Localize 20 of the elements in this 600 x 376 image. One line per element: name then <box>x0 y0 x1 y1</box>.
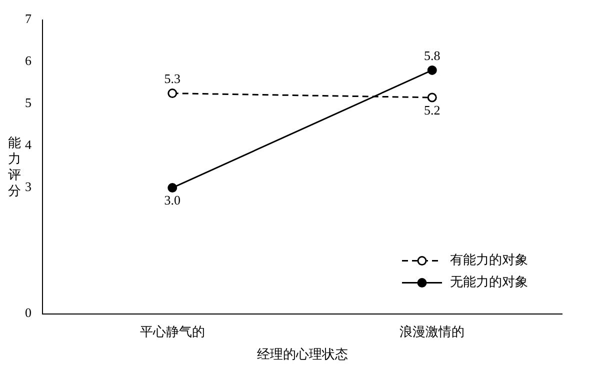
y-axis-title: 能力评分 <box>8 136 22 200</box>
point <box>427 92 437 102</box>
data-label: 5.2 <box>424 102 440 118</box>
x-tick-label: 浪漫激情的 <box>400 324 465 340</box>
legend-label: 无能力的对象 <box>450 275 528 290</box>
data-label: 5.8 <box>424 48 440 64</box>
point <box>168 88 178 98</box>
y-tick-label: 3 <box>25 179 32 194</box>
point <box>427 65 437 75</box>
point <box>168 183 178 193</box>
data-label: 5.3 <box>164 71 180 86</box>
data-label: 3.0 <box>164 192 180 208</box>
y-tick-label: 0 <box>25 305 32 320</box>
legend-label: 有能力的对象 <box>450 253 528 268</box>
x-axis-title: 经理的心理状态 <box>256 346 348 362</box>
y-tick-label: 5 <box>25 95 32 110</box>
y-tick-label: 6 <box>25 53 32 68</box>
y-tick-label: 7 <box>25 11 32 26</box>
x-tick-label: 平心静气的 <box>140 324 205 340</box>
y-tick-label: 4 <box>25 137 32 152</box>
